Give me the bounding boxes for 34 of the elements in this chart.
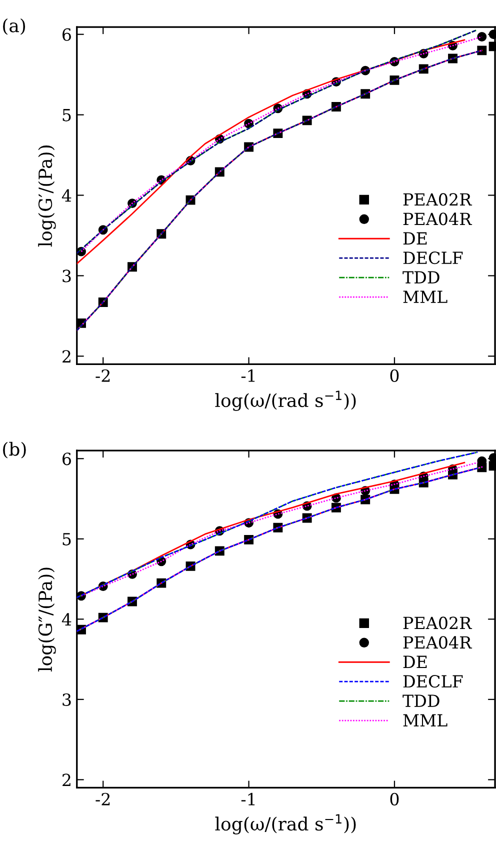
x-axis-title: log(ω/(rad s$^{−1}$)) (215, 814, 356, 834)
legend-label: PEA02R (403, 193, 472, 206)
x-tick-label: -2 (96, 792, 110, 806)
x-tick-label: 0 (390, 792, 399, 806)
legend-label: DECLF (403, 675, 463, 688)
legend-label: MML (403, 714, 448, 726)
y-axis-title: log(G′/(Pa)) (38, 146, 56, 247)
y-tick-label: 2 (62, 774, 70, 786)
x-tick-label: -1 (241, 792, 255, 806)
y-tick-label: 4 (62, 189, 72, 202)
y-tick-label: 5 (62, 533, 71, 546)
y-tick-label: 3 (62, 270, 71, 282)
legend-label: PEA04R (403, 636, 472, 649)
x-tick-label: 0 (390, 369, 399, 382)
x-axis-title: log(ω/(rad s$^{−1}$)) (215, 390, 356, 411)
y-tick-label: 4 (62, 613, 72, 626)
y-tick-label: 2 (62, 350, 70, 362)
text: (a) (3, 18, 26, 35)
legend-label: PEA04R (403, 212, 472, 226)
y-tick-label: 6 (62, 452, 71, 466)
legend-label: TDD (402, 271, 440, 284)
legend-label: MML (403, 290, 448, 303)
y-tick-label: 5 (62, 108, 71, 122)
x-tick-label: -2 (96, 369, 110, 382)
y-tick-label: 3 (62, 693, 71, 706)
legend-label: PEA02R (403, 616, 472, 630)
y-tick-label: 6 (62, 28, 71, 41)
legend-label: DECLF (403, 252, 463, 264)
text: (b) (3, 442, 26, 458)
y-axis-title: log(G″/(Pa)) (38, 568, 56, 672)
legend-label: DE (403, 232, 427, 244)
legend-label: TDD (402, 694, 440, 707)
legend-label: DE (403, 656, 427, 668)
x-tick-label: -1 (241, 369, 255, 382)
